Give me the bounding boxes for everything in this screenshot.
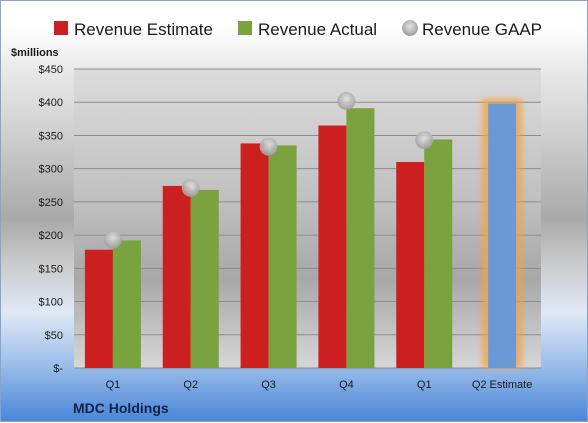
- x-tick-label: Q2 Estimate: [472, 379, 533, 391]
- bars: [84, 91, 523, 369]
- x-axis-ticks: Q1 Q2 Q3 Q4 Q1 Q2 Estimate: [106, 379, 533, 391]
- x-tick-label: Q2: [183, 379, 198, 391]
- y-tick-label: $50: [45, 330, 63, 342]
- point-revenue-gaap: [259, 137, 278, 156]
- plot-area: [74, 69, 541, 368]
- y-tick-label: $100: [39, 297, 63, 309]
- y-tick-label: $350: [39, 130, 63, 142]
- x-tick-label: Q1: [106, 379, 121, 391]
- bar-revenue-estimate: [240, 143, 269, 368]
- bar-revenue-actual: [190, 189, 219, 368]
- bar-revenue-estimate: [84, 249, 113, 368]
- y-tick-label: $250: [39, 197, 63, 209]
- legend-label-actual: Revenue Actual: [258, 20, 377, 39]
- x-tick-label: Q1: [417, 379, 432, 391]
- legend-swatch-actual: [238, 21, 252, 35]
- point-revenue-gaap: [337, 91, 356, 110]
- legend-label-gaap: Revenue GAAP: [422, 20, 542, 39]
- bar-revenue-actual: [112, 240, 141, 368]
- bar-q2-estimate: [488, 103, 517, 368]
- y-tick-label: $400: [39, 97, 63, 109]
- legend-swatch-gaap: [402, 20, 418, 36]
- bar-revenue-actual: [268, 145, 297, 368]
- bar-revenue-estimate: [318, 125, 347, 368]
- bar-revenue-estimate: [162, 185, 191, 368]
- point-revenue-gaap: [415, 131, 434, 150]
- bar-revenue-actual: [346, 108, 375, 369]
- y-tick-label: $150: [39, 263, 63, 275]
- point-revenue-gaap: [103, 230, 122, 249]
- point-revenue-gaap: [181, 178, 200, 197]
- x-tick-label: Q3: [261, 379, 276, 391]
- x-tick-label: Q4: [339, 379, 354, 391]
- company-name: MDC Holdings: [73, 400, 169, 416]
- bar-revenue-actual: [424, 139, 453, 368]
- y-tick-label: $300: [39, 164, 63, 176]
- y-tick-label: $450: [39, 64, 63, 76]
- y-tick-label: $-: [53, 363, 63, 375]
- legend-label-estimate: Revenue Estimate: [74, 20, 213, 39]
- y-tick-label: $200: [39, 230, 63, 242]
- bar-revenue-estimate: [396, 162, 425, 368]
- gridlines: [74, 68, 541, 369]
- y-axis-label: $millions: [11, 47, 59, 59]
- y-axis-ticks: $- $50 $100 $150 $200 $250 $300 $350 $400 $450: [39, 64, 64, 375]
- legend-swatch-estimate: [54, 21, 68, 35]
- legend: Revenue Estimate Revenue Actual Revenue …: [54, 20, 542, 39]
